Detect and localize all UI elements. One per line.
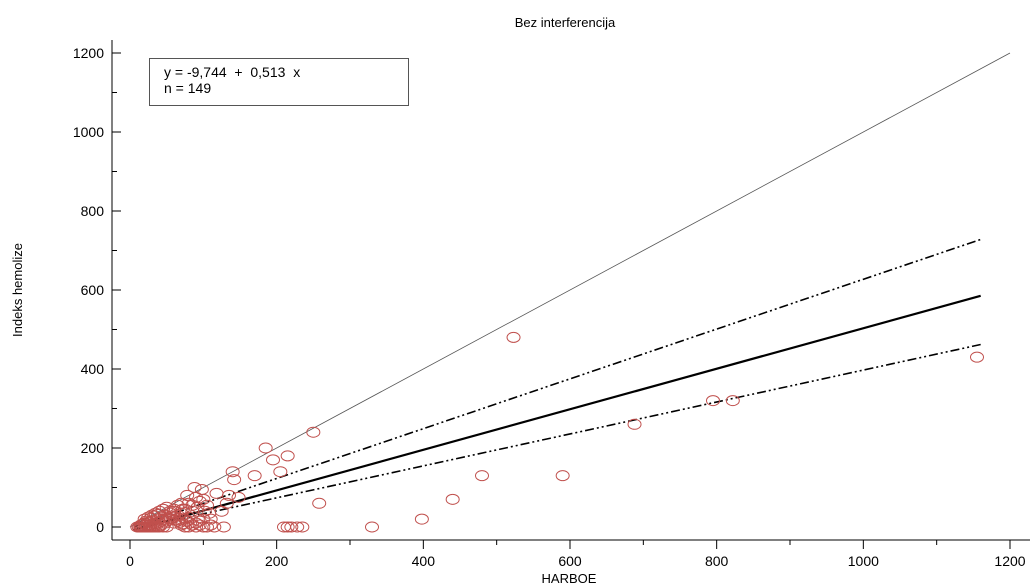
identity-line [129, 52, 1011, 528]
data-point [174, 497, 189, 509]
data-point [970, 351, 984, 363]
data-point [181, 521, 196, 533]
x-tick-label: 1000 [848, 553, 879, 569]
y-tick-label: 200 [81, 440, 105, 456]
data-point [181, 497, 196, 509]
data-point [227, 474, 242, 486]
data-point [277, 521, 291, 533]
data-point [163, 513, 178, 525]
x-tick-label: 600 [558, 553, 582, 569]
data-point [706, 395, 720, 407]
y-tick-label: 800 [81, 203, 105, 219]
data-point [225, 466, 240, 478]
data-point [170, 515, 185, 527]
data-point [445, 493, 460, 505]
y-tick-label: 600 [81, 282, 105, 298]
data-point [196, 513, 211, 525]
data-point [147, 510, 162, 522]
data-point [216, 521, 231, 533]
data-point [231, 491, 246, 503]
data-point [175, 503, 190, 515]
x-tick-label: 400 [412, 553, 436, 569]
data-point [200, 521, 214, 533]
x-tick-label: 800 [705, 553, 729, 569]
data-point [192, 519, 207, 531]
data-point [290, 521, 305, 533]
data-point [280, 450, 295, 462]
data-point [200, 499, 214, 511]
data-point [273, 466, 288, 478]
data-point [506, 331, 521, 343]
data-point [203, 513, 218, 525]
data-point [167, 505, 181, 517]
data-point [163, 507, 178, 519]
data-point [194, 483, 209, 495]
y-tick-label: 400 [81, 361, 105, 377]
data-point [266, 454, 280, 466]
data-point [627, 418, 642, 430]
data-point [185, 519, 200, 531]
chart-title: Bez interferencija [515, 15, 616, 30]
data-point [284, 521, 299, 533]
data-point [203, 519, 218, 531]
data-point [555, 470, 570, 482]
data-point [475, 470, 489, 482]
data-point [414, 513, 429, 525]
data-points [130, 331, 984, 533]
upper-limit-line [133, 238, 981, 528]
data-point [222, 489, 236, 501]
data-point [174, 519, 189, 531]
data-point [312, 497, 327, 509]
data-point [196, 521, 211, 533]
regression-line [133, 294, 981, 531]
data-point [725, 395, 740, 407]
sample-size: n = 149 [164, 80, 212, 96]
data-point [187, 482, 202, 493]
y-tick-label: 1200 [73, 45, 104, 61]
y-axis-ticks: 0 200 400 600 800 1000 1200 [73, 45, 121, 535]
data-point [185, 505, 200, 517]
data-point [247, 470, 262, 482]
data-point [258, 442, 273, 454]
data-point [209, 487, 224, 499]
data-point [143, 512, 158, 524]
data-point [365, 521, 379, 533]
data-point [159, 501, 174, 513]
lower-limit-line [133, 343, 981, 530]
x-axis-title: HARBOE [542, 571, 597, 585]
data-point [189, 521, 203, 533]
data-point [196, 493, 211, 505]
data-point [192, 495, 207, 507]
data-point [306, 426, 321, 438]
data-point [207, 521, 222, 533]
data-point [137, 513, 152, 525]
data-point [154, 511, 169, 523]
reference-lines [129, 52, 1011, 531]
y-axis-title: Indeks hemolize [10, 243, 25, 337]
x-tick-label: 0 [126, 553, 134, 569]
data-point [219, 497, 234, 509]
regression-equation-box: y = -9,744 + 0,513 x n = 149 [149, 58, 409, 106]
regression-equation: y = -9,744 + 0,513 x [164, 64, 301, 80]
data-point [280, 521, 295, 533]
y-tick-label: 1000 [73, 124, 104, 140]
data-point [170, 499, 185, 511]
data-point [167, 511, 181, 523]
x-tick-label: 200 [265, 553, 289, 569]
y-tick-label: 0 [96, 519, 104, 535]
x-tick-label: 1200 [994, 553, 1025, 569]
x-axis-ticks: 0 200 400 600 800 1000 1200 [126, 540, 1026, 569]
data-point [214, 505, 229, 517]
data-point [159, 515, 174, 527]
data-point [295, 521, 310, 533]
